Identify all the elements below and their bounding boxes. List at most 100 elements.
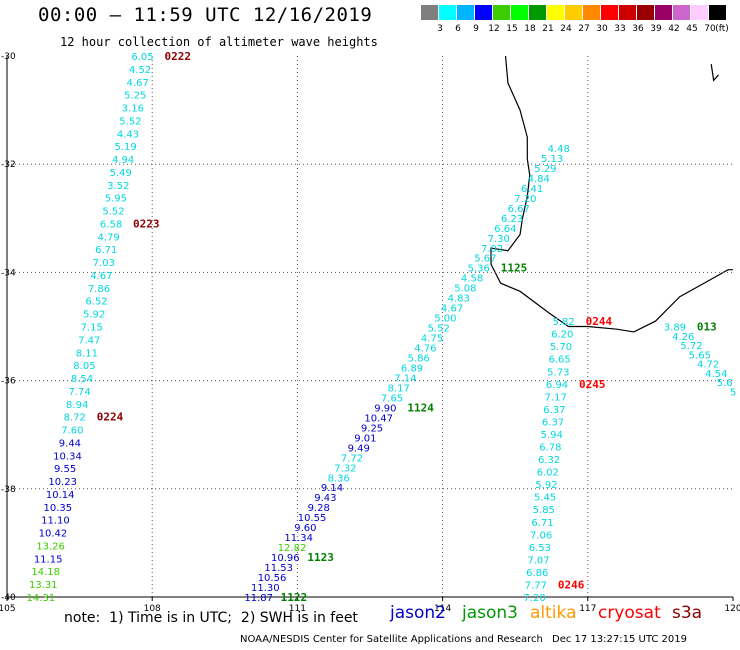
wave-height-value: 5.86 bbox=[408, 354, 430, 365]
wave-height-value: 11.15 bbox=[34, 554, 63, 565]
wave-height-value: 9.60 bbox=[294, 523, 316, 534]
wave-height-value: 9.25 bbox=[361, 423, 383, 434]
wave-height-value: 10.47 bbox=[364, 413, 393, 424]
wave-height-value: 4.83 bbox=[448, 294, 470, 305]
scale-label: 42 bbox=[668, 24, 680, 34]
scale-label: 70 bbox=[704, 24, 716, 34]
wave-height-value: 6.37 bbox=[543, 405, 565, 416]
wave-height-value: 13.31 bbox=[29, 580, 58, 591]
wave-height-value: 6.71 bbox=[531, 518, 553, 529]
grid-lines bbox=[7, 56, 733, 597]
wave-height-value: 10.96 bbox=[271, 553, 300, 564]
y-tick-label: -38 bbox=[1, 485, 16, 495]
wave-height-value: 6.53 bbox=[529, 543, 551, 554]
scale-label: 21 bbox=[542, 24, 554, 34]
legend-note: note: 1) Time is in UTC; 2) SWH is in fe… bbox=[64, 610, 358, 626]
y-tick-label: -30 bbox=[1, 52, 16, 62]
wave-height-value: 5.08 bbox=[454, 284, 476, 295]
wave-height-value: 7.20 bbox=[523, 593, 545, 604]
wave-height-value: 6.89 bbox=[401, 363, 423, 374]
wave-height-value: 4.26 bbox=[672, 332, 694, 343]
scale-swatch bbox=[439, 5, 456, 20]
wave-height-value: 4.84 bbox=[528, 174, 550, 185]
wave-height-value: 7.60 bbox=[61, 426, 83, 437]
wave-height-value: 5.36 bbox=[468, 264, 490, 275]
wave-height-value: 4.58 bbox=[461, 274, 483, 285]
wave-height-value: 6.05 bbox=[131, 52, 153, 63]
wave-height-value: 5.65 bbox=[689, 350, 711, 361]
wave-height-value: 12.82 bbox=[278, 543, 307, 554]
scale-label: 36 bbox=[632, 24, 644, 34]
wave-height-value: 10.14 bbox=[46, 490, 75, 501]
scale-label: 12 bbox=[488, 24, 500, 34]
wave-height-value: 6.86 bbox=[526, 568, 548, 579]
wave-height-value: 11.10 bbox=[41, 516, 70, 527]
wave-height-value: 4.48 bbox=[548, 144, 570, 155]
scale-label: 30 bbox=[596, 24, 608, 34]
pass-time-label: 0224 bbox=[97, 411, 124, 424]
scale-label: 45 bbox=[686, 24, 698, 34]
scale-label: 24 bbox=[560, 24, 572, 34]
wave-height-value: 6.37 bbox=[542, 417, 564, 428]
scale-label: 27 bbox=[578, 24, 590, 34]
satellite-jason2: jason2 bbox=[390, 603, 446, 623]
map-title: 00:00 – 11:59 UTC 12/16/2019 bbox=[38, 4, 373, 26]
wave-height-value: 8.54 bbox=[71, 374, 93, 385]
wave-height-value: 4.75 bbox=[421, 334, 443, 345]
y-tick-label: -36 bbox=[1, 377, 16, 387]
wave-height-value: 11.87 bbox=[244, 593, 273, 604]
axis-ticks: 105 108 111 114 117 120 -30 -32 -34 -36 -38 -40 bbox=[0, 52, 740, 614]
scale-label: 3 bbox=[437, 24, 443, 34]
wave-height-value: 7.06 bbox=[530, 530, 552, 541]
pass-time-label: 013 bbox=[697, 321, 717, 334]
scale-swatch bbox=[637, 5, 654, 20]
wave-height-value: 4.43 bbox=[117, 129, 139, 140]
wave-height-value: 3.52 bbox=[107, 181, 129, 192]
wave-height-value: 4.52 bbox=[129, 65, 151, 76]
x-tick-label: 117 bbox=[579, 604, 596, 614]
lake-outline bbox=[710, 64, 719, 82]
scale-swatch bbox=[493, 5, 510, 20]
wave-height-value: 5.67 bbox=[474, 254, 496, 265]
wave-height-value: 7.15 bbox=[81, 323, 103, 334]
wave-height-value: 10.34 bbox=[53, 451, 82, 462]
y-tick-label: -40 bbox=[1, 593, 16, 603]
wave-height-value: 5.13 bbox=[541, 154, 563, 165]
wave-height-value: 9.28 bbox=[308, 503, 330, 514]
wave-height-value: 5.92 bbox=[535, 480, 557, 491]
x-tick-label: 120 bbox=[724, 604, 740, 614]
scale-swatch bbox=[601, 5, 618, 20]
wave-height-value: 4.54 bbox=[705, 369, 727, 380]
wave-height-value: 8.11 bbox=[76, 348, 98, 359]
wave-height-value: 5.00 bbox=[434, 314, 456, 325]
wave-height-value: 9.43 bbox=[314, 493, 336, 504]
wave-height-value: 7.65 bbox=[381, 393, 403, 404]
scale-swatch bbox=[691, 5, 708, 20]
wave-height-value: 6.64 bbox=[494, 224, 516, 235]
wave-height-value: 4.79 bbox=[98, 232, 120, 243]
y-tick-label: -34 bbox=[1, 268, 16, 278]
satellite-cryosat: cryosat bbox=[598, 603, 661, 623]
wave-height-value: 7.72 bbox=[341, 453, 363, 464]
wave-height-value: 3.89 bbox=[664, 323, 686, 334]
wave-height-value: 11.30 bbox=[251, 583, 280, 594]
wave-height-value: 8.17 bbox=[388, 383, 410, 394]
track-0244: 5.82 6.205.70 6.655.73 6.947.17 6.376.37 5.94… bbox=[523, 315, 612, 604]
pass-time-label: 1124 bbox=[407, 401, 434, 414]
wave-height-value: 5.94 bbox=[541, 430, 563, 441]
wave-height-value: 6.71 bbox=[95, 245, 117, 256]
satellite-altika: altika bbox=[530, 603, 577, 623]
australia-coastline bbox=[490, 55, 733, 333]
wave-height-value: 5.49 bbox=[110, 168, 132, 179]
x-tick-label: 105 bbox=[0, 604, 16, 614]
wave-height-value: 11.34 bbox=[284, 533, 313, 544]
wave-height-value: 5.52 bbox=[119, 116, 141, 127]
wave-height-value: 9.49 bbox=[348, 443, 370, 454]
scale-swatch bbox=[511, 5, 528, 20]
wave-height-value: 5.52 bbox=[102, 207, 124, 218]
wave-height-value: 5.70 bbox=[550, 342, 572, 353]
scale-label: 6 bbox=[455, 24, 461, 34]
wave-height-value: 4.72 bbox=[697, 360, 719, 371]
wave-height-value: 7.03 bbox=[93, 258, 115, 269]
